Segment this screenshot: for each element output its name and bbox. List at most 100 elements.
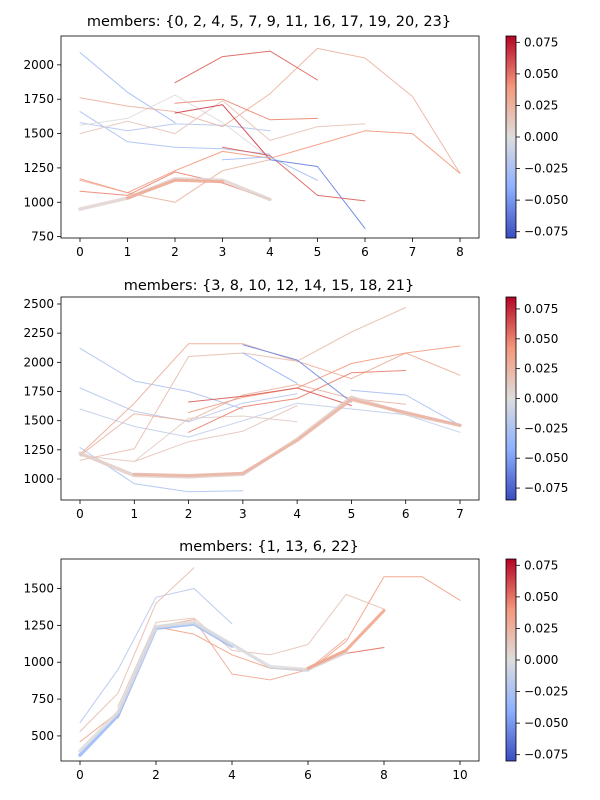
series-line — [242, 352, 298, 384]
y-tick-label: 1000 — [23, 195, 54, 209]
y-tick-label: 1000 — [23, 472, 54, 486]
series-line — [79, 307, 407, 461]
x-tick-label: 3 — [239, 507, 247, 521]
series-line — [79, 100, 366, 141]
series-line — [79, 122, 271, 132]
x-tick-label: 0 — [76, 768, 84, 782]
x-tick-label: 1 — [124, 245, 132, 259]
series-line — [242, 344, 352, 403]
y-tick-label: 500 — [31, 729, 54, 743]
x-tick-label: 5 — [314, 245, 322, 259]
colorbar-2: 0.075 0.050 0.025 0.000 −0.025 −0.050 −0.075 — [505, 296, 568, 501]
y-tick-label: 1500 — [23, 581, 54, 595]
x-tick-label: 4 — [266, 245, 274, 259]
subplot-title: members: {0, 2, 4, 5, 7, 9, 11, 16, 17, … — [87, 14, 451, 30]
series-layer — [78, 567, 461, 757]
series-line — [79, 347, 244, 410]
x-tick-label: 8 — [456, 245, 464, 259]
series-line — [79, 384, 407, 457]
subplot-2: members: {3, 8, 10, 12, 14, 15, 18, 21} … — [23, 278, 480, 521]
colorbar-tick-label: −0.025 — [524, 162, 568, 176]
subplot-title: members: {1, 13, 6, 22} — [179, 539, 359, 555]
x-tick-label: 4 — [293, 507, 301, 521]
series-line — [188, 370, 407, 433]
series-line — [79, 447, 244, 493]
y-tick-label: 1250 — [23, 161, 54, 175]
series-line — [126, 178, 224, 200]
ticks-layer: 0 1 2 3 4 5 6 7 1000 1250 1500 1750 2000 2250 2500 — [23, 297, 463, 521]
x-tick-label: 2 — [152, 768, 160, 782]
series-line — [174, 104, 271, 161]
x-tick-label: 6 — [402, 507, 410, 521]
series-line — [222, 146, 366, 202]
colorbar-tick-label: −0.075 — [524, 481, 568, 495]
series-line — [79, 94, 271, 159]
subplot-title: members: {3, 8, 10, 12, 14, 15, 18, 21} — [124, 278, 414, 294]
plot-frame — [60, 296, 480, 501]
y-tick-label: 2500 — [23, 297, 54, 311]
colorbar-tick-label: 0.075 — [524, 35, 558, 49]
colorbar-bar — [505, 35, 517, 239]
subplot-1: members: {0, 2, 4, 5, 7, 9, 11, 16, 17, … — [23, 14, 480, 259]
x-tick-label: 7 — [456, 507, 464, 521]
series-line — [306, 609, 386, 670]
subplot-3: members: {1, 13, 6, 22} 0 2 4 6 8 10 500 750 100… — [23, 539, 480, 782]
colorbar-tick-label: −0.025 — [524, 421, 568, 435]
series-line — [350, 389, 461, 426]
ticks-layer: 0 1 2 3 4 5 6 7 8 750 1000 1250 1500 1750 2000 — [23, 58, 463, 259]
series-line — [79, 402, 461, 438]
colorbar-tick-label: −0.050 — [524, 716, 568, 730]
series-line — [133, 415, 298, 462]
x-tick-label: 4 — [228, 768, 236, 782]
colorbar-ticks: 0.075 0.050 0.025 0.000 −0.025 −0.050 −0.075 — [516, 302, 568, 495]
y-tick-label: 1750 — [23, 385, 54, 399]
series-line — [79, 343, 461, 455]
y-tick-label: 1500 — [23, 127, 54, 141]
series-line — [79, 52, 176, 124]
y-tick-label: 1500 — [23, 414, 54, 428]
series-line — [78, 395, 462, 479]
series-line — [188, 345, 461, 413]
y-tick-label: 2000 — [23, 58, 54, 72]
series-line — [79, 171, 271, 200]
colorbar-3: 0.075 0.050 0.025 0.000 −0.025 −0.050 −0.075 — [505, 558, 568, 762]
series-line — [79, 567, 195, 732]
series-line — [222, 156, 318, 181]
series-line — [78, 620, 348, 753]
ticks-layer: 0 2 4 6 8 10 500 750 1000 1250 1500 — [23, 581, 467, 782]
x-tick-label: 6 — [361, 245, 369, 259]
series-layer — [78, 307, 462, 493]
series-line — [79, 405, 298, 462]
colorbar-tick-label: 0.025 — [524, 98, 558, 112]
y-tick-label: 2000 — [23, 355, 54, 369]
y-tick-label: 750 — [31, 692, 54, 706]
colorbar-bar — [505, 296, 517, 501]
y-tick-label: 1750 — [23, 92, 54, 106]
colorbar-tick-label: 0.025 — [524, 362, 558, 376]
series-line — [79, 588, 233, 724]
series-line — [79, 111, 271, 155]
x-tick-label: 0 — [76, 507, 84, 521]
x-tick-label: 0 — [76, 245, 84, 259]
colorbar-tick-label: 0.025 — [524, 621, 558, 635]
x-tick-label: 8 — [380, 768, 388, 782]
colorbar-tick-label: 0.050 — [524, 590, 558, 604]
series-line — [174, 98, 318, 121]
series-line — [174, 50, 318, 84]
colorbar-1: 0.075 0.050 0.025 0.000 −0.025 −0.050 −0.075 — [505, 35, 568, 239]
x-tick-label: 2 — [171, 245, 179, 259]
colorbar-tick-label: −0.025 — [524, 685, 568, 699]
colorbar-tick-label: 0.050 — [524, 67, 558, 81]
series-line — [269, 159, 366, 229]
series-line — [117, 576, 461, 719]
x-tick-label: 1 — [130, 507, 138, 521]
series-line — [174, 130, 461, 174]
colorbar-tick-label: 0.050 — [524, 332, 558, 346]
series-line — [79, 619, 347, 743]
series-layer — [78, 47, 461, 229]
series-line — [188, 387, 352, 406]
colorbar-tick-label: 0.075 — [524, 302, 558, 316]
y-tick-label: 1250 — [23, 443, 54, 457]
colorbar-tick-label: 0.000 — [524, 130, 558, 144]
